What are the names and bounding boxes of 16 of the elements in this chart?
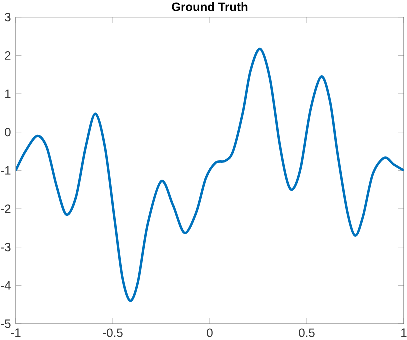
- y-tick-label: -4: [1, 282, 11, 290]
- x-tick-label: 1: [402, 328, 407, 337]
- y-tick-label: 1: [6, 90, 11, 98]
- y-tick-label: -1: [1, 166, 11, 175]
- y-tick-label: 0: [5, 128, 11, 137]
- y-tick-label: -3: [1, 243, 11, 252]
- chart-title: Ground Truth: [172, 2, 248, 12]
- y-tick-label: 3: [5, 13, 11, 22]
- x-tick-label: 0: [207, 328, 213, 338]
- line-series: [16, 48, 404, 302]
- y-tick-label: 2: [5, 51, 11, 60]
- x-tick-label: -1: [11, 328, 21, 337]
- y-tick-label: -2: [1, 204, 11, 214]
- x-tick-label: -0.5: [103, 328, 123, 338]
- x-tick-label: 0.5: [299, 328, 315, 338]
- y-tick-label: -5: [1, 320, 11, 328]
